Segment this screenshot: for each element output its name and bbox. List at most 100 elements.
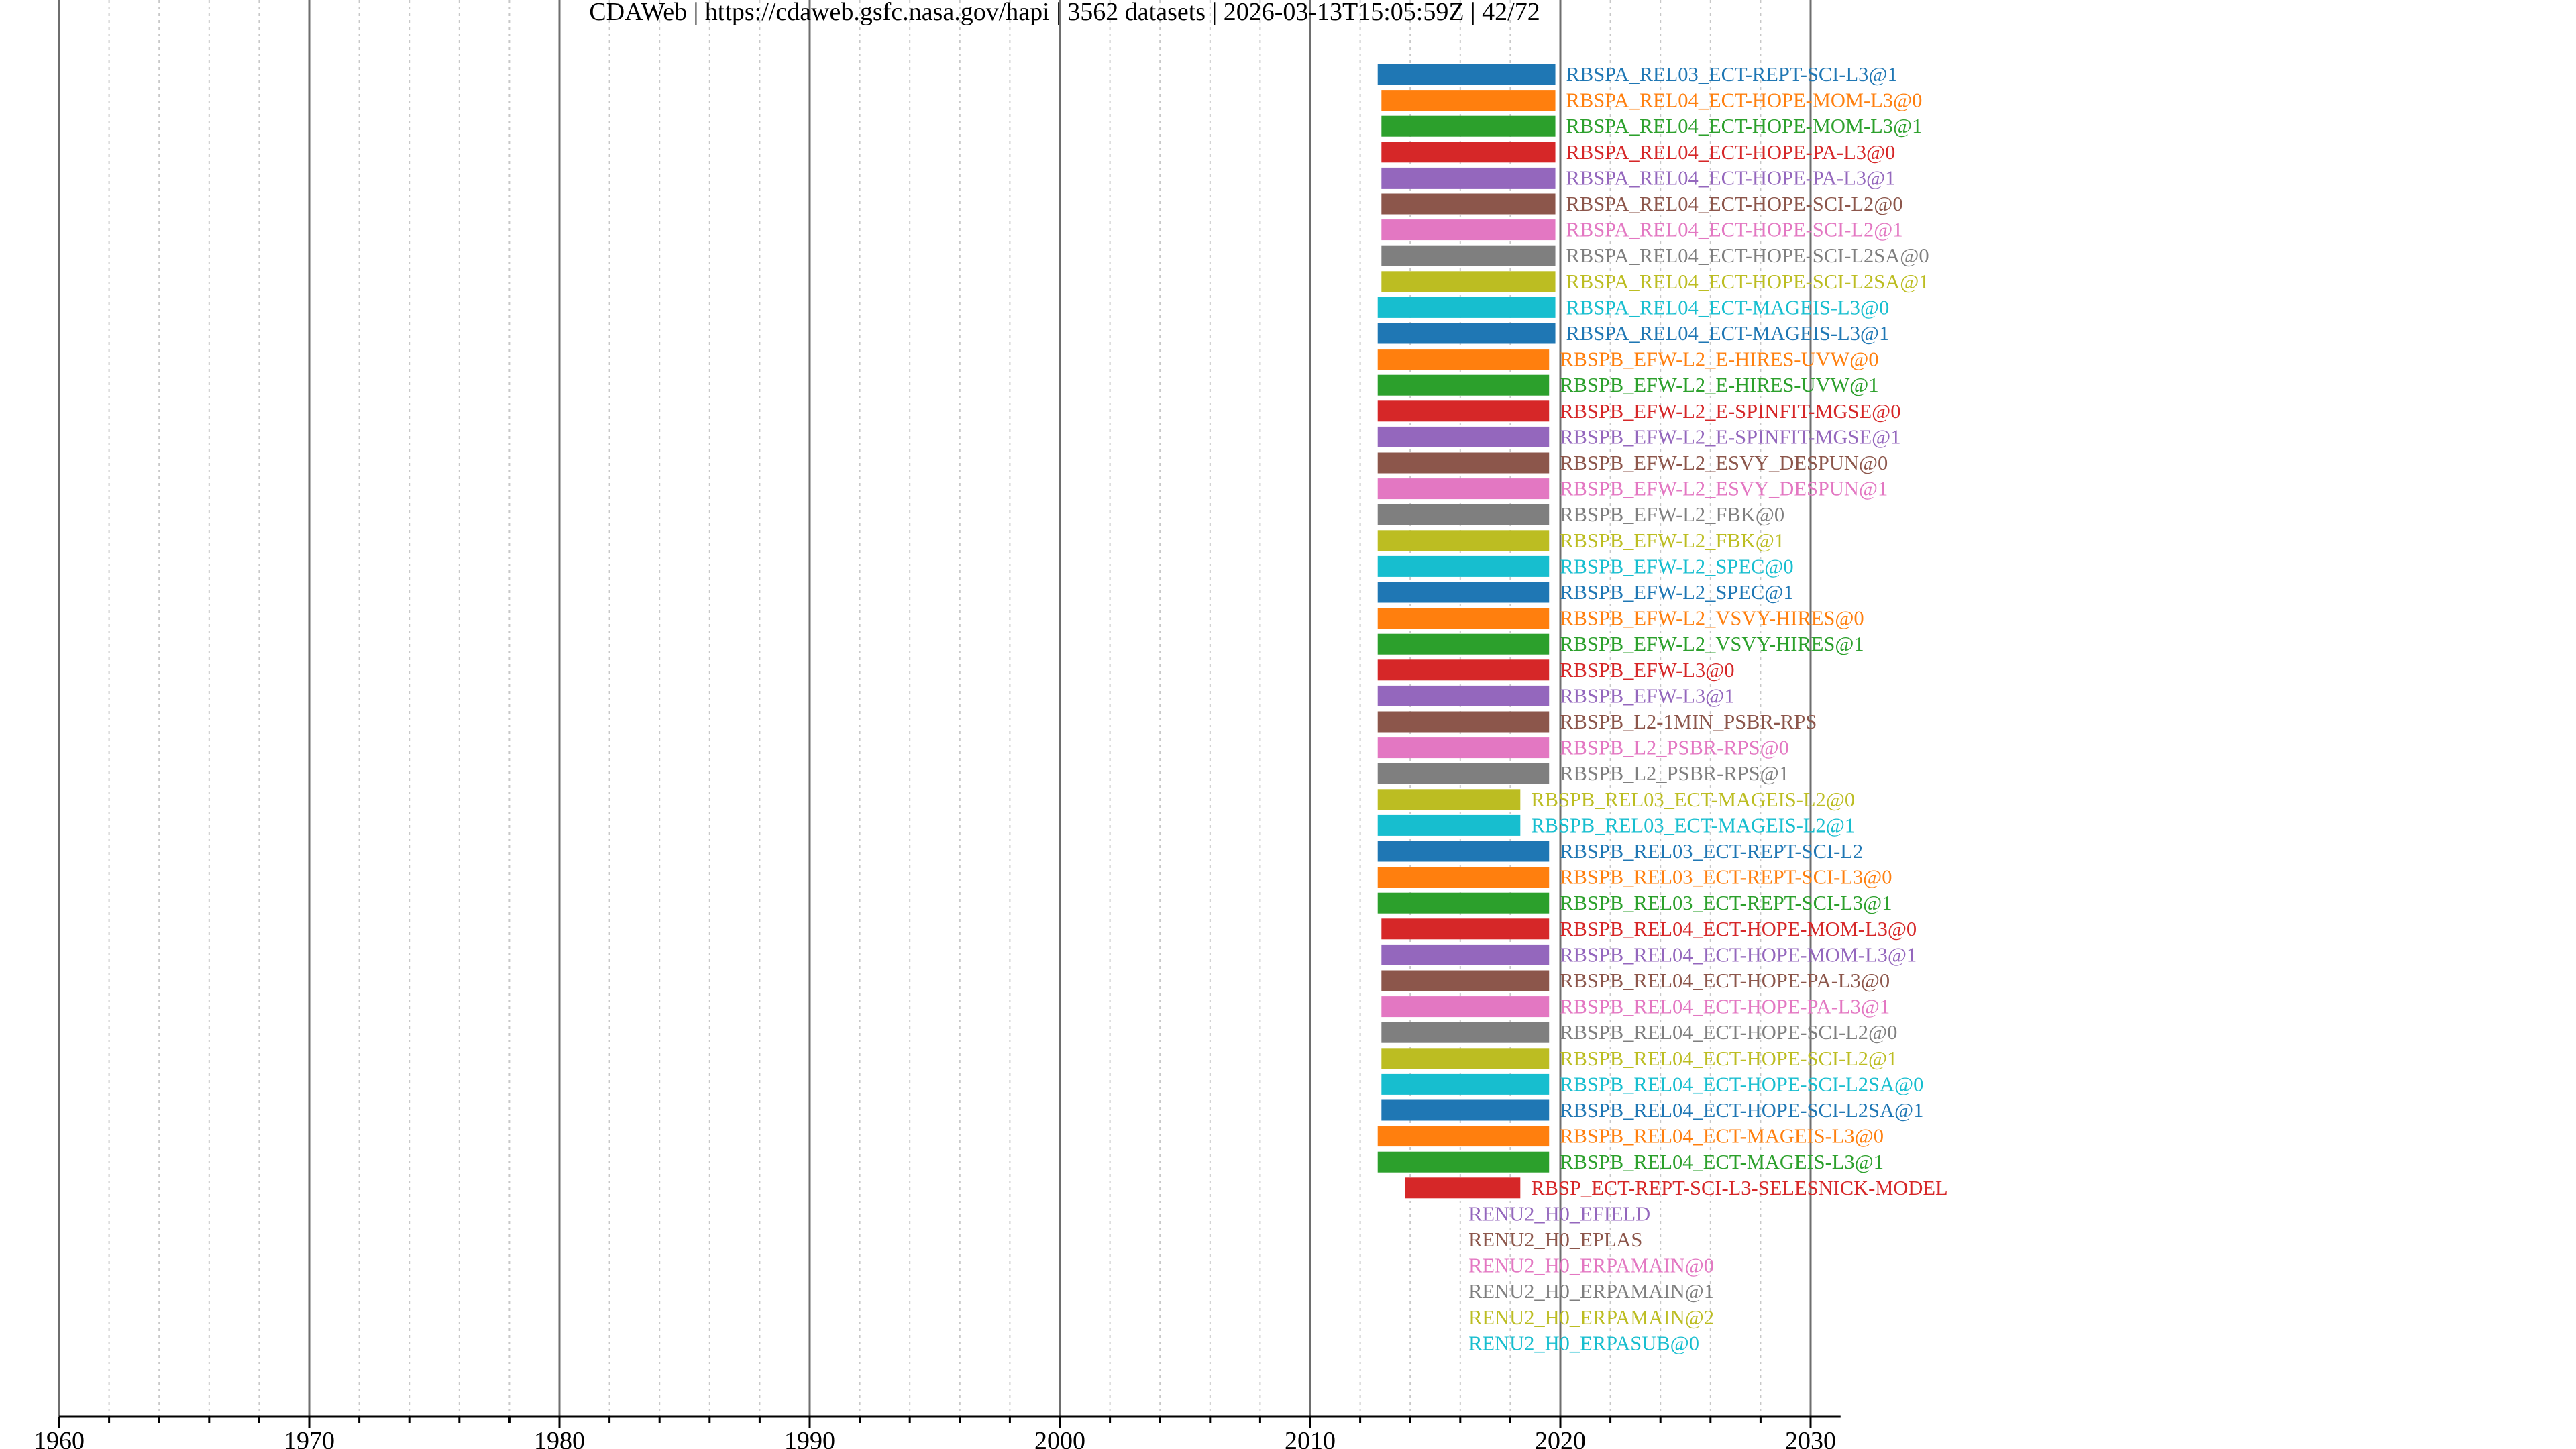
dataset-label: RBSPB_EFW-L2_E-HIRES-UVW@0 xyxy=(1560,348,1878,371)
dataset-label: RBSPB_EFW-L2_E-HIRES-UVW@1 xyxy=(1560,374,1878,396)
dataset-label: RBSPB_L2-1MIN_PSBR-RPS xyxy=(1560,710,1817,733)
dataset-label: RBSPB_EFW-L2_SPEC@1 xyxy=(1560,581,1793,604)
dataset-bar xyxy=(1377,349,1550,370)
dataset-label: RBSP_ECT-REPT-SCI-L3-SELESNICK-MODEL xyxy=(1531,1177,1947,1199)
dataset-label: RBSPB_REL04_ECT-HOPE-PA-L3@0 xyxy=(1560,969,1890,992)
grid-layer xyxy=(58,0,1812,1417)
dataset-label: RBSPB_REL04_ECT-HOPE-MOM-L3@1 xyxy=(1560,943,1917,966)
dataset-label: RENU2_H0_EFIELD xyxy=(1468,1202,1650,1225)
x-tick-label: 1980 xyxy=(534,1427,585,1449)
dataset-label: RBSPA_REL04_ECT-HOPE-SCI-L2SA@1 xyxy=(1566,270,1929,293)
dataset-bar xyxy=(1377,504,1550,525)
dataset-bar xyxy=(1381,142,1556,163)
dataset-label: RBSPB_EFW-L3@0 xyxy=(1560,659,1734,682)
dataset-label: RBSPB_REL04_ECT-HOPE-PA-L3@1 xyxy=(1560,996,1890,1018)
dataset-bar xyxy=(1381,1073,1550,1095)
dataset-bar xyxy=(1377,297,1556,318)
dataset-bar xyxy=(1377,789,1521,810)
dataset-label: RBSPA_REL03_ECT-REPT-SCI-L3@1 xyxy=(1566,63,1898,86)
dataset-label: RENU2_H0_EPLAS xyxy=(1468,1228,1642,1251)
dataset-bar xyxy=(1377,659,1550,681)
dataset-label: RBSPB_EFW-L3@1 xyxy=(1560,684,1734,707)
dataset-bar xyxy=(1377,64,1556,85)
dataset-label: RBSPB_EFW-L2_SPEC@0 xyxy=(1560,555,1793,578)
dataset-bar xyxy=(1381,115,1556,137)
dataset-bar xyxy=(1381,944,1550,965)
dataset-label: RBSPB_REL04_ECT-HOPE-SCI-L2SA@1 xyxy=(1560,1099,1923,1122)
dataset-bar xyxy=(1377,374,1550,396)
dataset-bar xyxy=(1377,1126,1550,1147)
labels-layer: RBSPA_REL03_ECT-REPT-SCI-L3@1 RBSPA_REL04… xyxy=(1468,63,1948,1354)
chart-title: CDAWeb | https://cdaweb.gsfc.nasa.gov/ha… xyxy=(589,0,1540,26)
dataset-bar xyxy=(1381,90,1556,111)
dataset-bar xyxy=(1377,892,1550,914)
dataset-label: RBSPB_EFW-L2_E-SPINFIT-MGSE@0 xyxy=(1560,400,1900,423)
dataset-label: RBSPA_REL04_ECT-HOPE-SCI-L2SA@0 xyxy=(1566,244,1929,267)
x-tick-label: 2030 xyxy=(1785,1427,1836,1449)
dataset-label: RBSPB_L2_PSBR-RPS@1 xyxy=(1560,762,1789,785)
dataset-label: RBSPB_L2_PSBR-RPS@0 xyxy=(1560,737,1789,759)
dataset-label: RBSPA_REL04_ECT-MAGEIS-L3@0 xyxy=(1566,296,1890,319)
dataset-label: RBSPB_EFW-L2_FBK@1 xyxy=(1560,529,1784,552)
dataset-bar xyxy=(1377,555,1550,577)
dataset-bar xyxy=(1377,608,1550,629)
x-tick-label: 2010 xyxy=(1285,1427,1336,1449)
dataset-label: RBSPB_REL03_ECT-REPT-SCI-L3@0 xyxy=(1560,866,1892,889)
dataset-bar xyxy=(1377,530,1550,551)
dataset-label: RBSPB_REL03_ECT-REPT-SCI-L3@1 xyxy=(1560,892,1892,914)
dataset-bar xyxy=(1381,193,1556,215)
dataset-bar xyxy=(1377,841,1550,862)
dataset-bar xyxy=(1377,1151,1550,1173)
dataset-bar xyxy=(1381,1048,1550,1069)
dataset-label: RBSPB_EFW-L2_E-SPINFIT-MGSE@1 xyxy=(1560,425,1900,448)
dataset-label: RBSPA_REL04_ECT-HOPE-PA-L3@0 xyxy=(1566,141,1896,164)
dataset-label: RBSPB_EFW-L2_FBK@0 xyxy=(1560,503,1784,526)
dataset-bar xyxy=(1377,763,1550,784)
dataset-bar xyxy=(1377,478,1550,500)
dataset-bar xyxy=(1377,633,1550,655)
dataset-label: RBSPA_REL04_ECT-HOPE-MOM-L3@1 xyxy=(1566,115,1923,138)
dataset-bar xyxy=(1377,400,1550,422)
dataset-label: RBSPA_REL04_ECT-HOPE-SCI-L2@0 xyxy=(1566,193,1903,215)
dataset-label: RENU2_H0_ERPAMAIN@0 xyxy=(1468,1254,1714,1277)
dataset-label: RBSPA_REL04_ECT-MAGEIS-L3@1 xyxy=(1566,322,1890,345)
dataset-label: RBSPB_REL04_ECT-HOPE-SCI-L2SA@0 xyxy=(1560,1073,1923,1095)
dataset-bar xyxy=(1381,1022,1550,1043)
x-tick-label: 2020 xyxy=(1535,1427,1586,1449)
dataset-label: RBSPB_REL04_ECT-HOPE-SCI-L2@0 xyxy=(1560,1021,1897,1044)
dataset-bar xyxy=(1377,737,1550,759)
dataset-bar xyxy=(1377,582,1550,603)
dataset-bar xyxy=(1381,271,1556,292)
dataset-bar xyxy=(1377,426,1550,447)
dataset-label: RBSPA_REL04_ECT-HOPE-MOM-L3@0 xyxy=(1566,89,1923,112)
dataset-label: RBSPB_EFW-L2_VSVY-HIRES@1 xyxy=(1560,633,1864,655)
dataset-bar xyxy=(1381,996,1550,1018)
dataset-bar xyxy=(1381,1099,1550,1121)
x-tick-label: 1990 xyxy=(784,1427,835,1449)
dataset-label: RBSPB_REL03_ECT-MAGEIS-L2@0 xyxy=(1531,788,1855,811)
dataset-bar xyxy=(1381,219,1556,241)
dataset-label: RBSPB_EFW-L2_VSVY-HIRES@0 xyxy=(1560,607,1864,630)
dataset-label: RBSPA_REL04_ECT-HOPE-PA-L3@1 xyxy=(1566,166,1896,189)
dataset-label: RBSPB_REL04_ECT-HOPE-SCI-L2@1 xyxy=(1560,1047,1897,1070)
dataset-bar xyxy=(1381,245,1556,266)
dataset-label: RBSPB_REL04_ECT-MAGEIS-L3@0 xyxy=(1560,1125,1884,1148)
dataset-label: RENU2_H0_ERPAMAIN@1 xyxy=(1468,1280,1714,1303)
dataset-bar xyxy=(1377,814,1521,836)
x-axis: 1960 1970 1980 1990 2000 2010 2020 2030 xyxy=(34,1415,1841,1449)
dataset-label: RBSPB_REL04_ECT-MAGEIS-L3@1 xyxy=(1560,1150,1884,1173)
dataset-label: RBSPA_REL04_ECT-HOPE-SCI-L2@1 xyxy=(1566,219,1903,241)
dataset-label: RENU2_H0_ERPAMAIN@2 xyxy=(1468,1306,1714,1329)
dataset-bar xyxy=(1377,323,1556,344)
dataset-bar xyxy=(1377,867,1550,888)
dataset-label: RBSPB_EFW-L2_ESVY_DESPUN@0 xyxy=(1560,451,1888,474)
dataset-bar xyxy=(1381,970,1550,991)
dataset-bar xyxy=(1377,452,1550,474)
dataset-label: RBSPB_REL03_ECT-MAGEIS-L2@1 xyxy=(1531,814,1855,837)
dataset-bar xyxy=(1377,685,1550,706)
x-tick-label: 1960 xyxy=(34,1427,85,1449)
dataset-bar xyxy=(1381,918,1550,940)
dataset-label: RBSPB_REL04_ECT-HOPE-MOM-L3@0 xyxy=(1560,918,1917,941)
dataset-label: RENU2_H0_ERPASUB@0 xyxy=(1468,1332,1699,1354)
